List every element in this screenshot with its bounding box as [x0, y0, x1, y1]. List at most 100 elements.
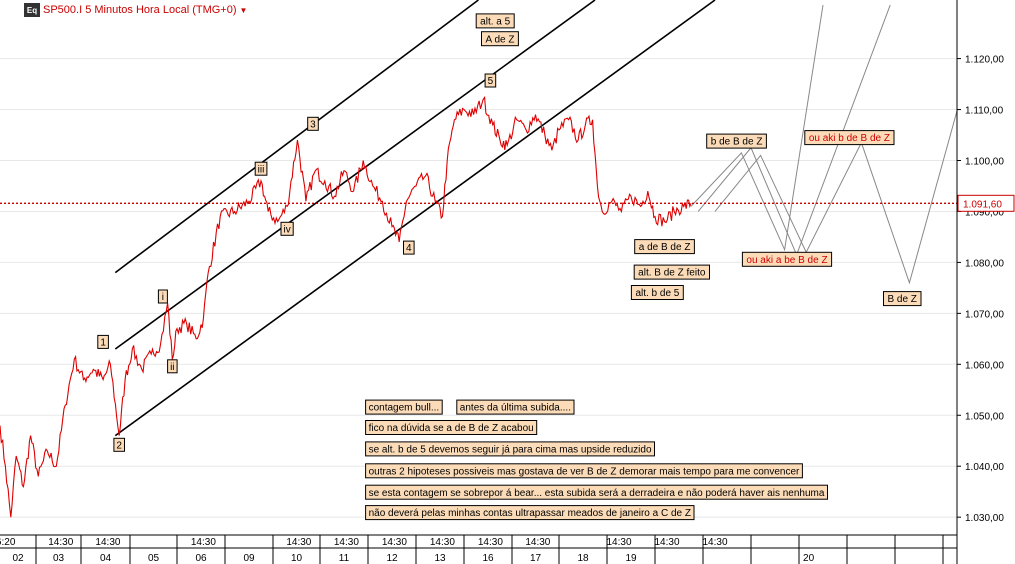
- x-time-label: 16:20: [0, 537, 16, 548]
- scenario-label-box: [706, 133, 767, 149]
- scenario-label: ou aki b de B de Z: [809, 133, 890, 144]
- x-day-label: 09: [243, 553, 255, 564]
- x-time-label: 14:30: [606, 537, 631, 548]
- chart-notes[interactable]: contagem bull... antes da última subida..…: [365, 399, 828, 521]
- scenario-label: alt. b de 5: [635, 288, 679, 299]
- wave-label-box: [403, 240, 415, 255]
- wave-label: iii: [258, 164, 265, 175]
- wave-label: 2: [116, 440, 122, 451]
- x-time-label: 14:30: [478, 537, 503, 548]
- channel-line: [114, 0, 716, 437]
- trend-channel[interactable]: [114, 0, 716, 437]
- y-tick-label: 1.100,00: [965, 157, 1004, 168]
- x-day-label: 06: [195, 553, 207, 564]
- projection-path: [697, 4, 891, 257]
- wave-label-box: [307, 116, 319, 131]
- x-day-label: 17: [530, 553, 542, 564]
- scenario-label-box: [804, 130, 895, 146]
- x-time-label: 14:30: [191, 537, 216, 548]
- note-box: [365, 441, 655, 457]
- wave-label: ii: [170, 362, 174, 373]
- wave-label: iv: [283, 224, 290, 235]
- x-time-label: 14:30: [702, 537, 727, 548]
- scenario-label-box: [630, 285, 684, 300]
- scenario-label: b de B de Z: [711, 137, 763, 148]
- wave-label-box: [157, 289, 168, 304]
- scenario-label: a de B de Z: [639, 242, 691, 253]
- scenario-label-box: [634, 239, 695, 255]
- chart-grid: [0, 58, 957, 518]
- price-line: [0, 95, 692, 518]
- channel-line: [114, 0, 479, 274]
- x-day-label: 05: [148, 553, 160, 564]
- current-price-box: [957, 194, 1015, 212]
- y-tick-label: 1.040,00: [965, 462, 1004, 473]
- scenario-label: alt. B de Z feito: [638, 268, 706, 279]
- scenario-label-box: [741, 251, 833, 267]
- projection-paths[interactable]: [690, 4, 958, 285]
- scenario-label: ou aki a be B de Z: [746, 255, 827, 266]
- chevron-down-icon[interactable]: ▼: [239, 5, 248, 15]
- x-day-label: 12: [386, 553, 398, 564]
- note-text: se esta contagem se sobrepor á bear... e…: [369, 488, 825, 499]
- scenario-label-box: [883, 291, 922, 307]
- note-box: [365, 505, 695, 521]
- y-tick-label: 1.120,00: [965, 55, 1004, 66]
- scenario-label: B de Z: [887, 294, 916, 305]
- x-day-label: 16: [482, 553, 494, 564]
- x-day-label: 19: [625, 553, 637, 564]
- x-time-label: 14:30: [286, 537, 311, 548]
- y-tick-label: 1.070,00: [965, 309, 1004, 320]
- x-time-label: 14:30: [430, 537, 455, 548]
- scenario-label-box: [481, 31, 519, 47]
- x-day-label: 10: [291, 553, 303, 564]
- x-day-label: 13: [434, 553, 446, 564]
- y-tick-label: 1.060,00: [965, 360, 1004, 371]
- projection-path: [690, 5, 824, 252]
- note-box: [365, 399, 443, 415]
- chart-header[interactable]: Eq SP500.I 5 Minutos Hora Local (TMG+0) …: [24, 2, 247, 18]
- wave-label: 3: [310, 119, 316, 130]
- logo: Eq: [24, 3, 40, 17]
- wave-label-box: [167, 359, 178, 374]
- y-tick-label: 1.050,00: [965, 411, 1004, 422]
- note-text: outras 2 hipoteses possiveis mas gostava…: [369, 466, 800, 477]
- x-time-label: 14:30: [95, 537, 120, 548]
- wave-label-box: [484, 73, 497, 88]
- x-time-label: 14:30: [654, 537, 679, 548]
- note-box: [456, 399, 575, 415]
- projection-path: [714, 109, 958, 285]
- note-text: se alt. b de 5 devemos seguir já para ci…: [369, 445, 652, 456]
- x-time-label: 14:30: [382, 537, 407, 548]
- x-day-label: 11: [339, 553, 350, 564]
- wave-label: 4: [406, 243, 412, 254]
- wave-label-box: [254, 161, 268, 176]
- wave-label: 5: [488, 76, 494, 87]
- x-day-label: 03: [53, 553, 65, 564]
- note-text: não deverá pelas minhas contas ultrapass…: [369, 508, 691, 519]
- x-time-label: 14:30: [48, 537, 73, 548]
- y-tick-label: 1.090,00: [965, 207, 1004, 218]
- price-series: [0, 95, 957, 518]
- wave-label: i: [162, 292, 164, 303]
- scenario-label: A de Z: [486, 34, 515, 45]
- x-day-label: 04: [100, 553, 112, 564]
- note-box: [365, 420, 538, 435]
- note-text: antes da última subida....: [460, 403, 571, 414]
- y-tick-label: 1.080,00: [965, 258, 1004, 269]
- wave-label-box: [280, 221, 294, 236]
- note-text: contagem bull...: [369, 403, 440, 414]
- note-text: fico na dúvida se a de B de Z acabou: [369, 423, 534, 434]
- note-box: [365, 463, 803, 479]
- x-time-label: 14:30: [334, 537, 359, 548]
- x-day-label: 18: [577, 553, 589, 564]
- note-box: [365, 484, 828, 500]
- channel-line: [114, 0, 596, 350]
- scenario-label-box: [475, 13, 515, 29]
- x-time-label: 14:30: [525, 537, 550, 548]
- wave-label: 1: [100, 338, 106, 349]
